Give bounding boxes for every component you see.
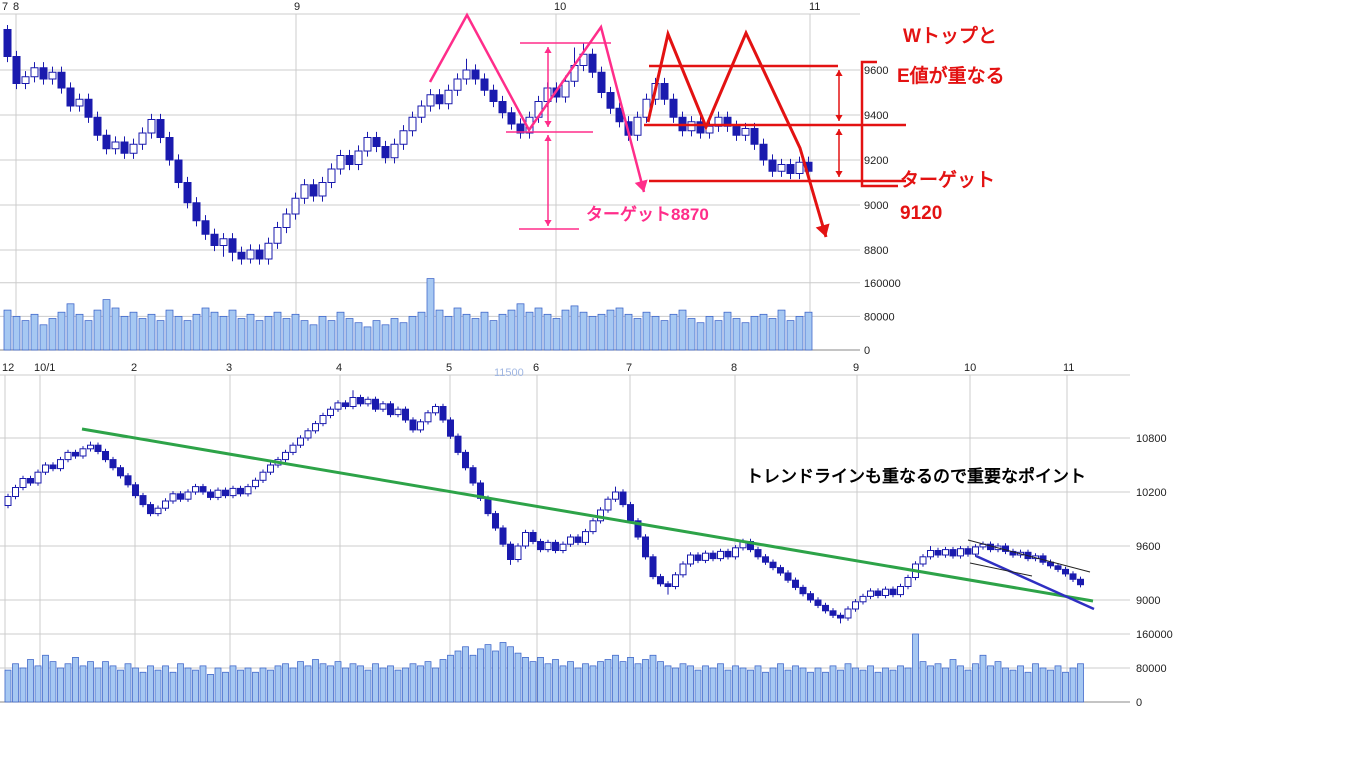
- svg-text:3: 3: [226, 362, 232, 374]
- red-wtop-label-line1: Wトップと: [903, 26, 997, 47]
- svg-text:6: 6: [533, 362, 539, 374]
- red-target-9120-value: 9120: [900, 203, 943, 224]
- svg-text:7: 7: [2, 1, 8, 13]
- svg-text:9600: 9600: [1136, 541, 1160, 553]
- svg-text:9600: 9600: [864, 65, 888, 77]
- svg-text:80000: 80000: [864, 311, 895, 323]
- svg-text:8: 8: [731, 362, 737, 374]
- svg-text:10/1: 10/1: [34, 362, 55, 374]
- svg-text:8: 8: [13, 1, 19, 13]
- svg-text:9: 9: [853, 362, 859, 374]
- svg-text:10: 10: [554, 1, 566, 13]
- svg-text:160000: 160000: [864, 278, 901, 290]
- svg-text:10: 10: [964, 362, 976, 374]
- svg-text:11: 11: [809, 1, 820, 13]
- svg-text:80000: 80000: [1136, 663, 1167, 675]
- trendline-note-label: トレンドラインも重なるので重要なポイント: [746, 467, 1086, 486]
- svg-text:10800: 10800: [1136, 433, 1167, 445]
- svg-text:9200: 9200: [864, 155, 888, 167]
- svg-text:0: 0: [1136, 697, 1142, 709]
- svg-text:7: 7: [626, 362, 632, 374]
- scale-value-label: 11500: [494, 367, 524, 379]
- svg-text:10200: 10200: [1136, 487, 1167, 499]
- svg-text:12: 12: [2, 362, 14, 374]
- svg-text:11: 11: [1063, 362, 1074, 374]
- svg-text:4: 4: [336, 362, 342, 374]
- svg-text:5: 5: [446, 362, 452, 374]
- red-wtop-label-line2: E値が重なる: [897, 66, 1005, 87]
- svg-text:9400: 9400: [864, 110, 888, 122]
- svg-text:8800: 8800: [864, 245, 888, 257]
- svg-text:9000: 9000: [864, 200, 888, 212]
- svg-text:9000: 9000: [1136, 595, 1160, 607]
- svg-text:2: 2: [131, 362, 137, 374]
- svg-text:160000: 160000: [1136, 629, 1173, 641]
- pink-target-8870-label: ターゲット8870: [586, 205, 709, 224]
- red-target-label: ターゲット: [900, 170, 996, 191]
- svg-text:9: 9: [294, 1, 300, 13]
- svg-text:0: 0: [864, 345, 870, 357]
